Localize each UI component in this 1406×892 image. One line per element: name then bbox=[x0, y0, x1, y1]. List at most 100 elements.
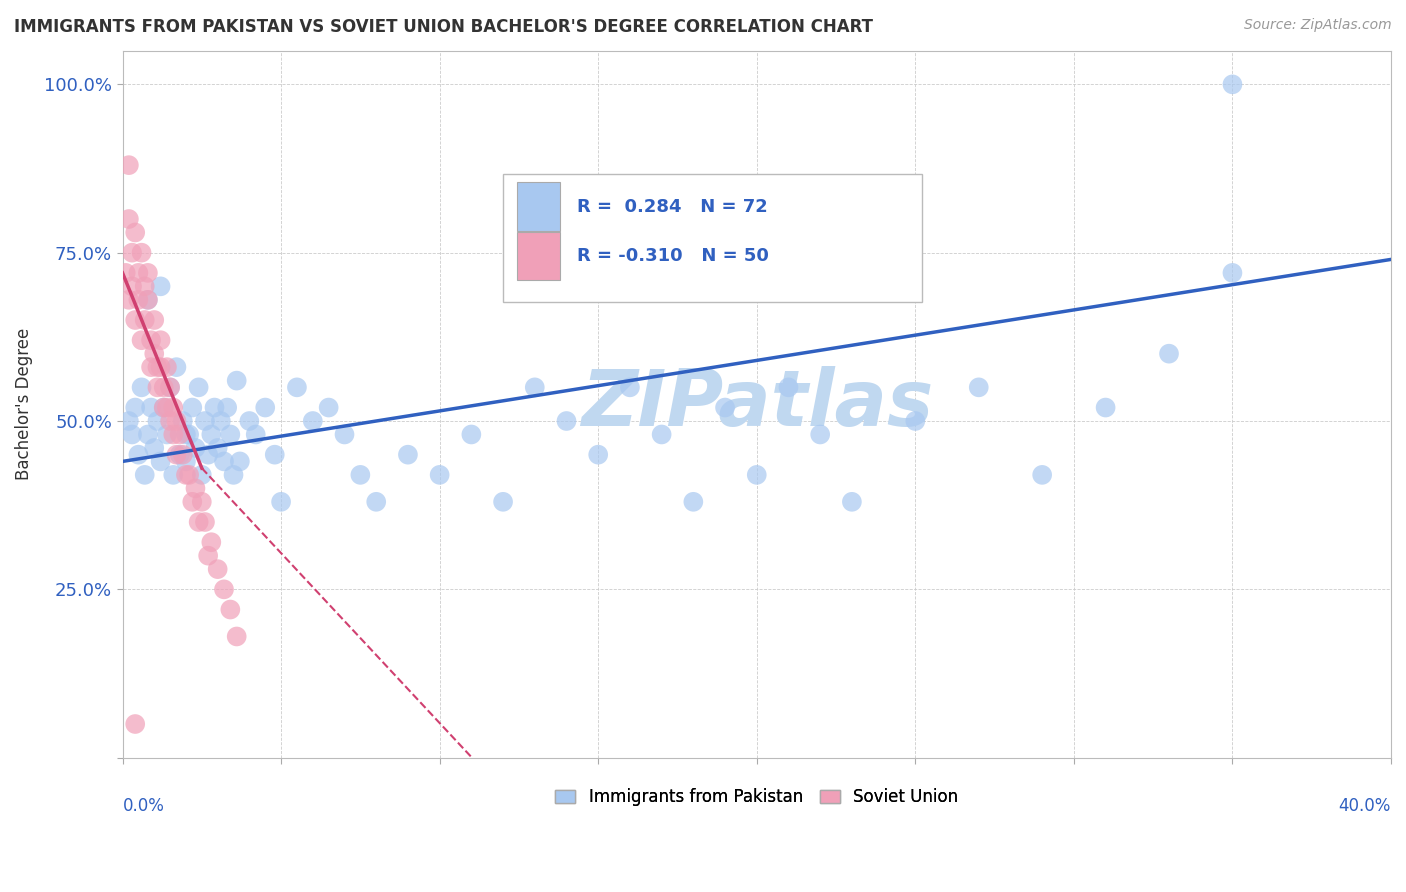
FancyBboxPatch shape bbox=[517, 182, 560, 231]
Point bbox=[217, 401, 239, 415]
Point bbox=[222, 467, 245, 482]
Y-axis label: Bachelor's Degree: Bachelor's Degree bbox=[15, 328, 32, 480]
Point bbox=[131, 380, 153, 394]
Point bbox=[714, 401, 737, 415]
Point bbox=[245, 427, 267, 442]
Point bbox=[127, 448, 149, 462]
Point bbox=[156, 401, 179, 415]
Point bbox=[118, 158, 141, 172]
Text: R = -0.310   N = 50: R = -0.310 N = 50 bbox=[576, 247, 769, 265]
Point bbox=[165, 360, 187, 375]
Point bbox=[745, 467, 768, 482]
Point bbox=[139, 401, 162, 415]
Point bbox=[333, 427, 356, 442]
Point bbox=[121, 279, 143, 293]
Point bbox=[1222, 78, 1244, 92]
Point bbox=[143, 346, 166, 360]
Point bbox=[174, 427, 197, 442]
Point bbox=[184, 441, 207, 455]
Point bbox=[159, 380, 181, 394]
Point bbox=[586, 448, 609, 462]
Text: Source: ZipAtlas.com: Source: ZipAtlas.com bbox=[1244, 18, 1392, 32]
Point bbox=[156, 427, 179, 442]
Point bbox=[131, 245, 153, 260]
Point bbox=[118, 212, 141, 227]
Point bbox=[904, 414, 927, 428]
Point bbox=[179, 467, 201, 482]
Point bbox=[136, 293, 159, 307]
Point bbox=[225, 630, 247, 644]
Point bbox=[149, 454, 172, 468]
Point bbox=[225, 374, 247, 388]
Point bbox=[285, 380, 308, 394]
Point bbox=[169, 448, 191, 462]
Point bbox=[124, 401, 146, 415]
Point bbox=[179, 427, 201, 442]
Point bbox=[118, 414, 141, 428]
Point bbox=[143, 313, 166, 327]
Point bbox=[162, 427, 184, 442]
Point bbox=[212, 582, 235, 597]
Point bbox=[1222, 266, 1244, 280]
Point bbox=[460, 427, 482, 442]
Point bbox=[967, 380, 990, 394]
Point bbox=[152, 380, 174, 394]
Point bbox=[492, 495, 515, 509]
Point bbox=[318, 401, 340, 415]
Point bbox=[146, 380, 169, 394]
Point bbox=[229, 454, 252, 468]
Point bbox=[124, 717, 146, 731]
Point bbox=[841, 495, 863, 509]
Point bbox=[181, 401, 204, 415]
Point bbox=[172, 448, 194, 462]
Point bbox=[165, 414, 187, 428]
Point bbox=[124, 313, 146, 327]
Point bbox=[197, 549, 219, 563]
Point bbox=[127, 293, 149, 307]
Point bbox=[396, 448, 419, 462]
Point bbox=[136, 266, 159, 280]
Point bbox=[651, 427, 673, 442]
Point bbox=[156, 360, 179, 375]
Point bbox=[139, 360, 162, 375]
Point bbox=[778, 380, 800, 394]
Point bbox=[301, 414, 323, 428]
Text: ZIPatlas: ZIPatlas bbox=[581, 367, 934, 442]
FancyBboxPatch shape bbox=[503, 175, 922, 301]
Point bbox=[184, 481, 207, 495]
Point bbox=[139, 333, 162, 347]
Point bbox=[118, 293, 141, 307]
Point bbox=[254, 401, 277, 415]
Point bbox=[114, 266, 136, 280]
Point bbox=[121, 245, 143, 260]
Point bbox=[212, 454, 235, 468]
Point bbox=[219, 427, 242, 442]
Point bbox=[136, 293, 159, 307]
Point bbox=[146, 360, 169, 375]
Point bbox=[131, 333, 153, 347]
Point bbox=[619, 380, 641, 394]
Point bbox=[136, 427, 159, 442]
Point bbox=[197, 448, 219, 462]
Point bbox=[149, 279, 172, 293]
Legend: Immigrants from Pakistan, Soviet Union: Immigrants from Pakistan, Soviet Union bbox=[548, 781, 965, 813]
Text: 0.0%: 0.0% bbox=[122, 797, 165, 814]
Text: IMMIGRANTS FROM PAKISTAN VS SOVIET UNION BACHELOR'S DEGREE CORRELATION CHART: IMMIGRANTS FROM PAKISTAN VS SOVIET UNION… bbox=[14, 18, 873, 36]
Point bbox=[121, 427, 143, 442]
Text: R =  0.284   N = 72: R = 0.284 N = 72 bbox=[576, 197, 768, 216]
Text: 40.0%: 40.0% bbox=[1339, 797, 1391, 814]
Point bbox=[143, 441, 166, 455]
Point bbox=[366, 495, 388, 509]
Point bbox=[523, 380, 546, 394]
Point bbox=[200, 427, 222, 442]
Point bbox=[159, 414, 181, 428]
Point bbox=[200, 535, 222, 549]
Point bbox=[149, 360, 172, 375]
Point bbox=[1157, 346, 1180, 360]
Point bbox=[555, 414, 578, 428]
Point bbox=[194, 515, 217, 529]
Point bbox=[174, 454, 197, 468]
Point bbox=[159, 380, 181, 394]
Point bbox=[1031, 467, 1053, 482]
Point bbox=[238, 414, 260, 428]
